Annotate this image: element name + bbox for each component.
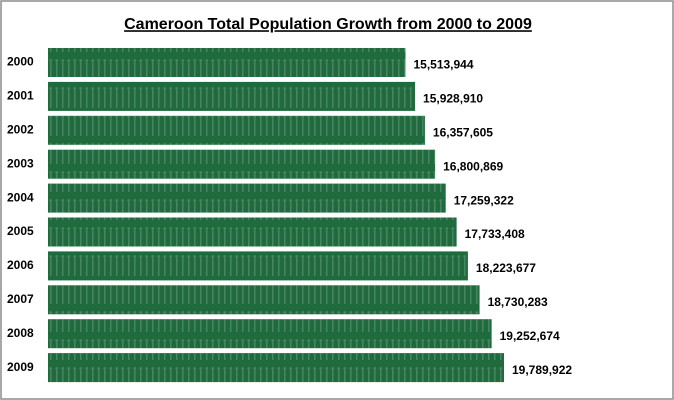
bar-pattern	[48, 251, 468, 281]
bar-pattern	[48, 183, 446, 213]
bar-pattern	[48, 81, 416, 111]
bar-pattern	[48, 149, 436, 179]
value-label: 15,928,910	[423, 92, 483, 106]
category-label: 2007	[7, 292, 34, 306]
value-label: 17,259,322	[454, 193, 514, 207]
value-label: 16,357,605	[433, 125, 493, 139]
bar-pattern	[48, 319, 492, 349]
chart-title: Cameroon Total Population Growth from 20…	[124, 16, 532, 33]
value-label: 15,513,944	[413, 58, 473, 72]
category-label: 2004	[7, 190, 34, 204]
category-label: 2000	[7, 55, 34, 69]
value-label: 19,789,922	[512, 363, 572, 377]
bar-pattern	[48, 48, 406, 77]
category-label: 2008	[7, 326, 34, 340]
bar-pattern	[48, 285, 480, 315]
value-label: 17,733,408	[465, 227, 525, 241]
value-label: 18,223,677	[476, 261, 536, 275]
value-label: 16,800,869	[443, 159, 503, 173]
category-label: 2009	[7, 360, 34, 374]
value-label: 18,730,283	[488, 295, 548, 309]
bar-pattern	[48, 217, 457, 247]
value-label: 19,252,674	[500, 329, 560, 343]
category-label: 2005	[7, 224, 34, 238]
category-label: 2001	[7, 89, 34, 103]
category-label: 2002	[7, 122, 34, 136]
category-label: 2003	[7, 156, 34, 170]
bar-pattern	[48, 353, 504, 383]
category-label: 2006	[7, 258, 34, 272]
bar-pattern	[48, 115, 425, 145]
